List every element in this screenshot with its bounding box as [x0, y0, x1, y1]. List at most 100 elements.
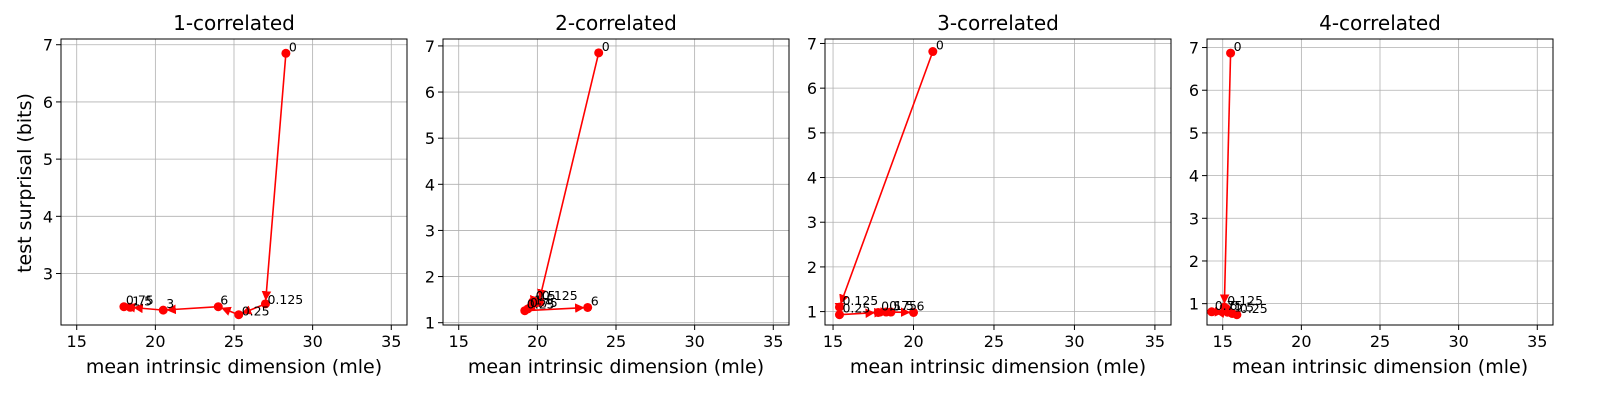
point-label-0-25: 0.25	[1240, 301, 1268, 316]
y-tick-label: 7	[807, 34, 817, 53]
y-tick-label: 3	[1189, 209, 1199, 228]
y-tick-label: 7	[425, 37, 435, 56]
chart-title: 2-correlated	[555, 11, 677, 35]
data-point-1-5	[1227, 308, 1237, 318]
y-tick-label: 4	[807, 169, 817, 188]
y-tick-label: 6	[1189, 81, 1199, 100]
x-tick-label: 30	[1064, 332, 1084, 351]
point-label-0-5: 0.5	[881, 298, 901, 313]
point-label-0-25: 0.25	[242, 304, 270, 319]
figure-ylabel: test surprisal (bits)	[14, 93, 36, 273]
x-tick-label: 30	[1448, 332, 1468, 351]
point-label-3: 3	[166, 296, 174, 311]
x-tick-label: 25	[606, 332, 626, 351]
y-tick-label: 1	[425, 314, 435, 333]
y-tick-label: 5	[1189, 124, 1199, 143]
arrow-0-25-to-6	[524, 303, 585, 313]
plot-frame	[442, 38, 790, 326]
x-tick-label: 30	[684, 332, 704, 351]
point-label-6: 6	[220, 293, 228, 308]
y-tick-label: 4	[425, 175, 435, 194]
data-point-0	[928, 47, 938, 57]
y-tick-label: 1	[1189, 295, 1199, 314]
chart-panel-3-correlated: 15 20 25 30 35 1 2 3 4 5 6 7 3-correlated mean intrin…	[807, 11, 1172, 378]
data-point-0	[281, 48, 291, 58]
data-point-0-125	[834, 302, 844, 312]
point-label-0-75: 0.75	[1215, 298, 1243, 313]
y-tick-label: 5	[807, 124, 817, 143]
arrow-0-25-to-0-5	[839, 308, 876, 319]
point-label-0: 0	[602, 39, 610, 54]
y-tick-label: 5	[43, 150, 53, 169]
data-point-0-75	[1207, 307, 1217, 317]
x-tick-label: 20	[145, 332, 165, 351]
x-axis-label: mean intrinsic dimension (mle)	[86, 356, 382, 378]
point-label-1-5: 1.5	[894, 298, 914, 313]
x-tick-label: 35	[1527, 332, 1547, 351]
x-axis-label: mean intrinsic dimension (mle)	[468, 356, 764, 378]
y-tick-label: 3	[43, 265, 53, 284]
y-tick-label: 7	[1189, 39, 1199, 58]
data-point-0-5	[873, 307, 883, 317]
plot-frame	[60, 38, 408, 326]
y-tick-label: 3	[807, 213, 817, 232]
point-label-0-75: 0.75	[126, 293, 154, 308]
y-tick-label: 2	[1189, 252, 1199, 271]
data-point-6	[909, 307, 919, 317]
point-label-0-125: 0.125	[542, 288, 578, 303]
point-label-0-25: 0.25	[527, 297, 555, 312]
arrow-0-to-0-125	[839, 51, 934, 305]
data-point-0-125	[260, 299, 270, 309]
data-point-0	[1226, 48, 1236, 58]
data-point-0-25	[834, 310, 844, 320]
point-label-1-5: 1.5	[132, 293, 152, 308]
chart-title: 3-correlated	[937, 11, 1059, 35]
data-point-3	[158, 305, 168, 315]
y-tick-label: 1	[807, 303, 817, 322]
point-label-1-5: 1.5	[534, 293, 554, 308]
plot-frame	[824, 38, 1172, 326]
x-tick-label: 15	[449, 332, 469, 351]
data-point-0-25	[520, 306, 530, 316]
data-point-0-75	[119, 302, 129, 312]
arrow-3-to-1-5	[133, 303, 164, 314]
y-tick-label: 7	[43, 36, 53, 55]
y-tick-label: 4	[43, 207, 53, 226]
arrow-0-to-0-125	[537, 52, 600, 299]
y-tick-label: 3	[425, 221, 435, 240]
point-label-1-5: 1.5	[1234, 299, 1254, 314]
point-label-0-25: 0.25	[842, 301, 870, 316]
point-label-0-125: 0.125	[842, 293, 878, 308]
arrow-0-to-0-125	[1219, 53, 1232, 305]
arrow-0-to-0-125	[261, 53, 287, 301]
x-tick-label: 30	[302, 332, 322, 351]
point-label-0: 0	[1234, 39, 1242, 54]
x-tick-label: 25	[984, 332, 1004, 351]
data-point-0-25	[234, 310, 244, 320]
arrow-6-to-3	[166, 304, 219, 315]
chart-title: 1-correlated	[173, 11, 295, 35]
x-tick-label: 20	[903, 332, 923, 351]
chart-panel-4-correlated: 15 20 25 30 35 1 2 3 4 5 6 7 4-correlated mean intrin…	[1189, 11, 1554, 378]
x-tick-label: 15	[823, 332, 843, 351]
point-label-0: 0	[936, 38, 944, 53]
x-tick-label: 20	[527, 332, 547, 351]
data-point-6	[213, 302, 223, 312]
y-tick-label: 6	[807, 79, 817, 98]
x-tick-label: 35	[763, 332, 783, 351]
x-tick-label: 15	[67, 332, 87, 351]
data-point-6	[583, 302, 593, 312]
point-label-0-125: 0.125	[1227, 293, 1263, 308]
data-point-0	[594, 48, 604, 58]
x-tick-label: 35	[381, 332, 401, 351]
x-tick-label: 20	[1291, 332, 1311, 351]
y-tick-label: 4	[1189, 167, 1199, 186]
x-tick-label: 15	[1213, 332, 1233, 351]
y-tick-label: 6	[43, 93, 53, 112]
y-tick-label: 6	[425, 83, 435, 102]
point-label-0-125: 0.125	[267, 292, 303, 307]
chart-panel-2-correlated: 15 20 25 30 35 1 2 3 4 5 6 7 2-correlated mean intrin…	[425, 11, 790, 378]
x-tick-label: 25	[1370, 332, 1390, 351]
y-tick-label: 2	[807, 258, 817, 277]
